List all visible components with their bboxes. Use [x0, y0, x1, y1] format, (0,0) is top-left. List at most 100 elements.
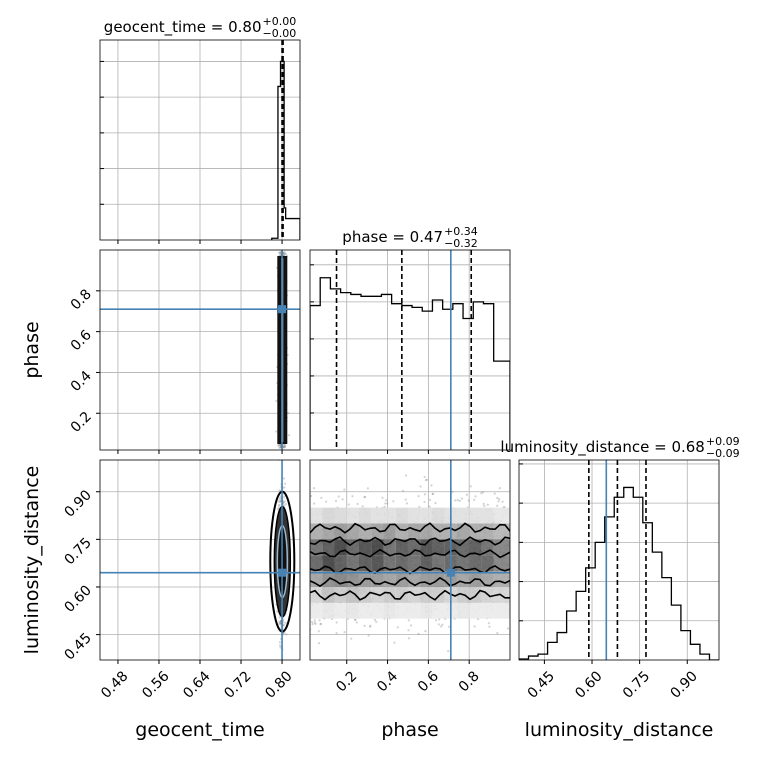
- sample-point: [314, 622, 317, 625]
- sample-point: [278, 620, 281, 623]
- sample-point: [282, 254, 285, 257]
- sample-point: [441, 623, 444, 626]
- sample-point: [367, 634, 370, 637]
- sample-point: [350, 637, 353, 640]
- sample-point: [319, 622, 323, 625]
- sample-point: [277, 443, 281, 446]
- sample-point: [279, 496, 282, 499]
- sample-point: [278, 251, 282, 254]
- sample-point: [353, 618, 357, 621]
- sample-point: [335, 631, 338, 635]
- sample-point: [482, 502, 485, 505]
- sample-point: [317, 630, 320, 633]
- sample-point: [373, 618, 377, 621]
- sample-point: [341, 498, 344, 501]
- sample-point: [278, 622, 281, 626]
- sample-point: [434, 619, 438, 622]
- sample-point: [423, 493, 427, 496]
- sample-point: [355, 621, 358, 624]
- sample-point: [428, 498, 432, 501]
- sample-point: [312, 502, 316, 505]
- sample-point: [287, 411, 290, 415]
- sample-point: [284, 253, 287, 256]
- sample-point: [310, 494, 313, 498]
- sample-point: [283, 631, 286, 635]
- sample-point: [288, 434, 291, 437]
- sample-point: [313, 621, 316, 624]
- sample-point: [425, 478, 429, 481]
- sample-point: [465, 493, 468, 496]
- sample-point: [277, 444, 280, 447]
- sample-point: [283, 445, 286, 449]
- sample-point: [501, 500, 504, 503]
- sample-point: [282, 496, 285, 499]
- sample-point: [481, 491, 485, 494]
- sample-point: [279, 443, 282, 446]
- panel-geocent_time-phase: [99, 249, 301, 451]
- sample-point: [319, 623, 322, 626]
- sample-point: [469, 485, 472, 488]
- sample-point: [310, 620, 314, 624]
- sample-point: [404, 474, 408, 477]
- sample-point: [277, 500, 280, 503]
- sample-point: [488, 625, 491, 628]
- sample-point: [375, 620, 378, 624]
- sample-point: [283, 252, 286, 256]
- sample-point: [276, 508, 280, 511]
- sample-point: [279, 620, 282, 624]
- sample-point: [386, 502, 389, 505]
- sample-point: [282, 446, 285, 449]
- sample-point: [284, 482, 287, 485]
- sample-point: [343, 488, 346, 491]
- sample-point: [351, 495, 354, 498]
- sample-point: [320, 496, 323, 499]
- sample-point: [473, 625, 476, 628]
- sample-point: [283, 446, 286, 449]
- sample-point: [277, 506, 280, 510]
- sample-point: [279, 622, 282, 625]
- sample-point: [283, 504, 286, 507]
- sample-point: [279, 619, 282, 623]
- sample-point: [279, 444, 282, 448]
- sample-point: [337, 495, 340, 498]
- truth-marker: [278, 568, 287, 577]
- sample-point: [283, 252, 286, 255]
- hist-phase-frame: [309, 249, 511, 451]
- sample-point: [312, 487, 316, 490]
- sample-point: [335, 621, 338, 624]
- sample-point: [279, 446, 282, 449]
- sample-point: [409, 624, 413, 627]
- sample-point: [407, 619, 410, 622]
- sample-point: [396, 626, 399, 629]
- sample-point: [285, 633, 288, 636]
- sample-point: [405, 502, 409, 505]
- sample-point: [284, 502, 288, 506]
- sample-point: [438, 618, 441, 621]
- sample-point: [278, 616, 281, 619]
- sample-point: [506, 627, 509, 630]
- sample-point: [381, 496, 384, 499]
- sample-point: [283, 250, 286, 254]
- sample-point: [473, 498, 476, 501]
- histogram-geocent_time: [271, 60, 300, 240]
- panel-phase-luminosity_distance: [309, 459, 511, 661]
- sample-point: [275, 399, 278, 403]
- sample-point: [325, 500, 328, 503]
- sample-point: [497, 498, 501, 501]
- sample-point: [278, 641, 281, 644]
- sample-point: [418, 505, 421, 509]
- sample-point: [419, 485, 422, 488]
- sample-point: [283, 623, 286, 627]
- sample-point: [278, 489, 281, 492]
- sample-point: [284, 444, 287, 447]
- sample-point: [278, 498, 281, 501]
- sample-point: [354, 618, 357, 621]
- sample-point: [313, 619, 316, 622]
- histogram-luminosity_distance: [519, 486, 719, 660]
- sample-point: [384, 502, 387, 505]
- sample-point: [385, 499, 388, 502]
- sample-point: [361, 505, 364, 508]
- sample-point: [434, 502, 437, 505]
- sample-point: [458, 499, 461, 503]
